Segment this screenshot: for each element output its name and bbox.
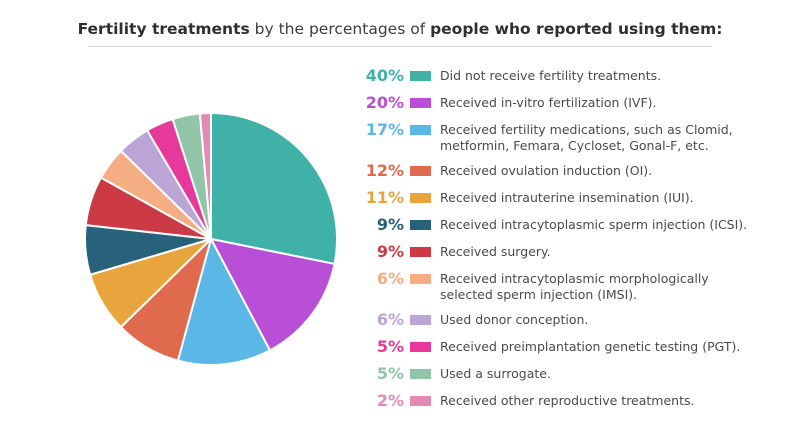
legend-label-line: Used a surrogate. xyxy=(440,366,551,381)
legend-percentage: 6% xyxy=(376,310,404,329)
legend-percentage: 5% xyxy=(376,364,404,383)
legend-label: Received other reproductive treatments. xyxy=(440,393,790,409)
legend-percentage: 9% xyxy=(376,215,404,234)
pie-slice xyxy=(210,238,336,352)
legend-percentage: 20% xyxy=(365,93,404,112)
legend-percentage: 5% xyxy=(376,337,404,356)
chart-title: Fertility treatments by the percentages … xyxy=(0,20,800,38)
legend-label: Received intrauterine insemination (IUI)… xyxy=(440,190,790,206)
legend-swatch xyxy=(410,369,431,379)
legend-label-line: Received intrauterine insemination (IUI)… xyxy=(440,190,694,205)
legend-label-line: Received in-vitro fertilization (IVF). xyxy=(440,95,657,110)
legend-percentage: 9% xyxy=(376,242,404,261)
pie-slice xyxy=(198,111,212,240)
legend-label: Did not receive fertility treatments. xyxy=(440,68,790,84)
legend-swatch xyxy=(410,220,431,230)
legend-percentage: 40% xyxy=(365,66,404,85)
legend-percentage: 2% xyxy=(376,391,404,410)
legend-label: Received ovulation induction (OI). xyxy=(440,163,790,179)
legend-label: Received intracytoplasmic sperm injectio… xyxy=(440,217,790,233)
legend-label-line: Received other reproductive treatments. xyxy=(440,393,695,408)
legend-label-line: Received surgery. xyxy=(440,244,551,259)
legend-swatch xyxy=(410,125,431,135)
legend-swatch xyxy=(410,315,431,325)
legend-percentage: 6% xyxy=(376,269,404,288)
legend-label: Received surgery. xyxy=(440,244,790,260)
legend-label: Received preimplantation genetic testing… xyxy=(440,339,790,355)
legend-label-line: Used donor conception. xyxy=(440,312,589,327)
legend-label-line: Did not receive fertility treatments. xyxy=(440,68,662,83)
legend-swatch xyxy=(410,71,431,81)
legend-label-line: Received ovulation induction (OI). xyxy=(440,163,653,178)
legend-swatch xyxy=(410,166,431,176)
legend-label: Used donor conception. xyxy=(440,312,790,328)
title-divider xyxy=(88,46,712,47)
legend-label-line: Received preimplantation genetic testing… xyxy=(440,339,741,354)
legend-swatch xyxy=(410,193,431,203)
title-part: people who reported using them: xyxy=(430,20,723,38)
legend-swatch xyxy=(410,274,431,284)
legend-percentage: 17% xyxy=(365,120,404,139)
legend-label-line: Received fertility medications, such as … xyxy=(440,122,733,137)
legend-label-line: Received intracytoplasmic sperm injectio… xyxy=(440,217,748,232)
legend-swatch xyxy=(410,396,431,406)
legend-swatch xyxy=(410,98,431,108)
legend-label-line: metformin, Femara, Cycloset, Gonal-F, et… xyxy=(440,138,709,153)
legend-label-line: selected sperm injection (IMSI). xyxy=(440,287,638,302)
title-part: by the percentages of xyxy=(249,20,431,38)
pie-slice xyxy=(210,112,338,265)
legend-label: Used a surrogate. xyxy=(440,366,790,382)
legend-percentage: 11% xyxy=(365,188,404,207)
pie-slice xyxy=(176,238,271,366)
legend-label: Received fertility medications, such as … xyxy=(440,122,790,154)
legend-swatch xyxy=(410,247,431,257)
legend-label-line: Received intracytoplasmic morphologicall… xyxy=(440,271,709,286)
title-part: Fertility treatments xyxy=(77,20,250,38)
legend-percentage: 12% xyxy=(365,161,404,180)
legend-label: Received in-vitro fertilization (IVF). xyxy=(440,95,790,111)
legend-swatch xyxy=(410,342,431,352)
legend-label: Received intracytoplasmic morphologicall… xyxy=(440,271,790,303)
